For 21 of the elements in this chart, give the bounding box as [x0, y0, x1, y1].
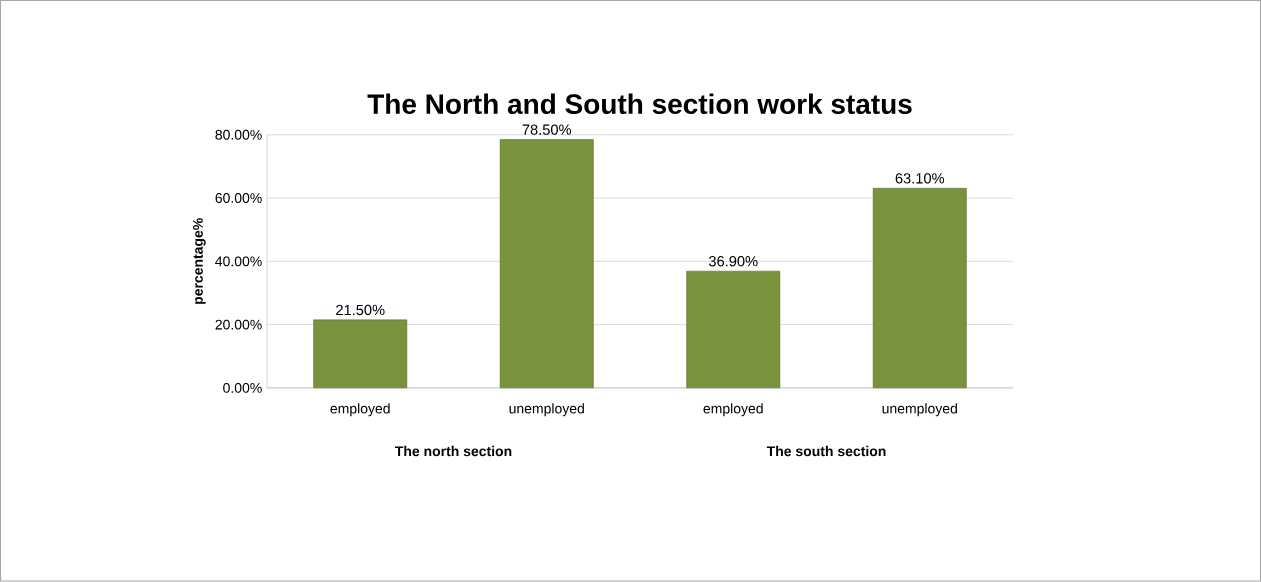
x-tick-label: unemployed — [509, 403, 584, 417]
text: The north section — [394, 446, 512, 457]
x-tick-label: employed — [703, 403, 763, 417]
data-label: 63.10% — [895, 173, 945, 184]
x-tick-label: unemployed — [882, 403, 957, 417]
x-tick-label: employed — [330, 403, 390, 417]
y-axis-title: percentage% — [193, 218, 206, 305]
y-tick-label: 60.00% — [215, 193, 262, 204]
data-label: 21.50% — [336, 304, 385, 316]
y-tick-label: 0.00% — [223, 383, 262, 394]
text: The south section — [766, 446, 886, 457]
bar — [872, 188, 967, 389]
y-tick-label: 80.00% — [215, 130, 262, 140]
bar — [686, 271, 781, 389]
y-tick-label: 20.00% — [215, 319, 262, 330]
y-tick-label: 40.00% — [215, 256, 262, 267]
bar — [499, 139, 594, 389]
data-label: 78.50% — [522, 124, 572, 136]
chart-title: The North and South section work status — [367, 93, 912, 115]
bar — [313, 319, 408, 389]
data-label: 36.90% — [708, 256, 758, 267]
